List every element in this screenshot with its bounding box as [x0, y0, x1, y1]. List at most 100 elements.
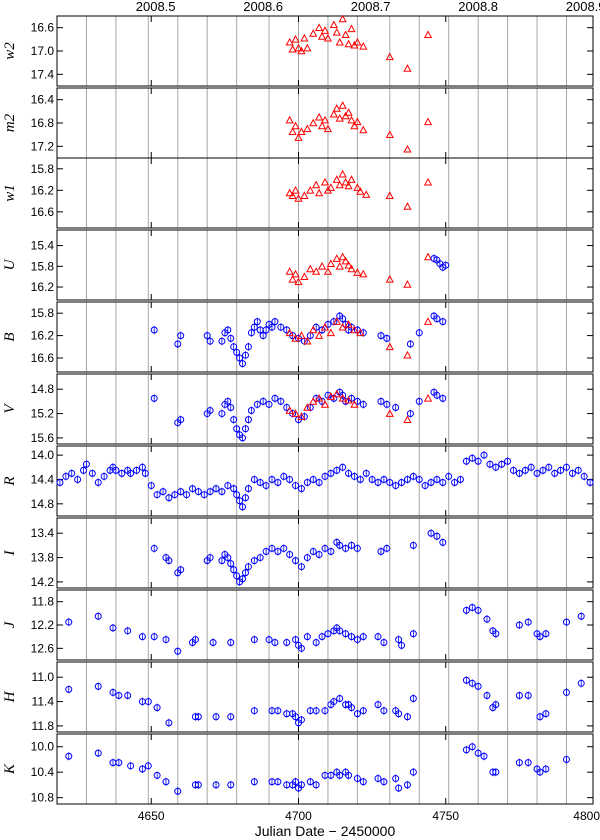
point-m2-triangle-23 — [423, 117, 433, 126]
point-R-circle-42 — [274, 479, 282, 487]
band-label-V: V — [2, 403, 18, 414]
point-w1-triangle-2 — [291, 185, 300, 194]
point-H-circle-35 — [395, 710, 403, 718]
point-U-triangle-15 — [347, 264, 356, 273]
point-J-circle-11 — [227, 639, 235, 646]
ytick-label-w2-0: 16.6 — [31, 21, 55, 35]
point-J-circle-31 — [380, 639, 388, 646]
point-J-circle-37 — [474, 606, 482, 614]
point-K-circle-32 — [374, 775, 382, 783]
point-H-circle-32 — [374, 701, 382, 709]
point-R-circle-26 — [194, 488, 202, 496]
point-w2-triangle-2 — [291, 34, 300, 43]
point-R-circle-95 — [586, 479, 594, 487]
point-B-circle-35 — [339, 315, 347, 323]
point-H-circle-12 — [227, 713, 235, 721]
point-K-circle-41 — [480, 752, 488, 760]
point-w1-triangle-0 — [285, 188, 294, 197]
point-J-circle-4 — [138, 633, 146, 641]
point-R-circle-45 — [292, 482, 300, 490]
point-B-circle-42 — [383, 334, 391, 342]
point-V-triangle-3 — [303, 403, 312, 411]
point-m2-triangle-14 — [338, 101, 347, 109]
point-I-circle-21 — [274, 547, 282, 555]
point-R-circle-53 — [339, 463, 347, 471]
ytick-label-J-2: 12.6 — [31, 641, 55, 655]
point-I-circle-17 — [250, 557, 258, 565]
point-U-triangle-5 — [306, 264, 315, 273]
point-J-circle-25 — [336, 627, 344, 635]
point-K-circle-36 — [403, 781, 411, 789]
point-H-circle-33 — [380, 707, 388, 715]
point-I-circle-41 — [439, 538, 447, 546]
point-R-circle-20 — [159, 488, 167, 496]
point-V-circle-17 — [259, 397, 267, 405]
point-B-circle-16 — [250, 323, 258, 331]
point-R-circle-21 — [165, 494, 173, 502]
point-R-circle-32 — [230, 485, 238, 493]
point-I-circle-14 — [239, 575, 247, 583]
top-tick-label-3: 2008.8 — [458, 0, 498, 14]
point-m2-triangle-9 — [320, 115, 330, 124]
band-label-w2: w2 — [2, 42, 18, 60]
ytick-label-J-1: 12.2 — [31, 618, 55, 632]
point-V-triangle-5 — [314, 393, 324, 402]
point-J-circle-1 — [94, 612, 102, 620]
point-m2-triangle-5 — [303, 124, 312, 133]
point-B-circle-22 — [268, 323, 276, 331]
point-w2-triangle-0 — [285, 37, 294, 46]
point-K-circle-39 — [468, 743, 476, 751]
ytick-label-V-2: 15.6 — [31, 431, 55, 445]
point-B-circle-5 — [218, 337, 226, 345]
point-J-circle-19 — [303, 633, 311, 641]
point-m2-triangle-18 — [350, 121, 359, 130]
point-K-circle-33 — [380, 778, 388, 786]
point-H-circle-4 — [124, 691, 132, 699]
ytick-label-m2-1: 16.8 — [31, 116, 55, 130]
point-w1-triangle-11 — [332, 175, 341, 183]
point-V-triangle-0 — [285, 406, 294, 414]
point-K-circle-30 — [353, 775, 361, 783]
point-m2-triangle-20 — [359, 125, 368, 134]
point-J-circle-21 — [318, 633, 326, 641]
point-K-circle-19 — [292, 778, 300, 786]
ytick-label-H-0: 11.0 — [32, 670, 55, 684]
point-H-circle-36 — [403, 713, 411, 721]
point-R-circle-41 — [268, 475, 276, 483]
point-I-circle-9 — [224, 554, 232, 562]
point-w2-triangle-20 — [353, 37, 362, 46]
point-B-triangle-5 — [314, 331, 324, 339]
point-R-circle-23 — [177, 488, 185, 496]
point-R-circle-33 — [233, 491, 241, 499]
point-w2-triangle-17 — [344, 39, 353, 48]
ytick-label-R-1: 14.4 — [31, 472, 55, 486]
point-H-circle-7 — [153, 704, 161, 712]
point-R-circle-5 — [82, 460, 90, 468]
point-R-circle-83 — [515, 469, 523, 477]
point-J-circle-16 — [292, 636, 300, 644]
point-I-circle-36 — [377, 547, 385, 555]
point-B-circle-3 — [203, 332, 211, 340]
point-J-circle-40 — [492, 630, 500, 638]
point-V-circle-14 — [244, 416, 252, 424]
point-R-circle-17 — [141, 469, 149, 477]
ytick-label-m2-0: 16.4 — [31, 93, 55, 107]
point-J-circle-34 — [409, 630, 417, 638]
point-B-circle-41 — [377, 332, 385, 340]
point-H-circle-11 — [212, 713, 220, 721]
point-U-triangle-4 — [300, 272, 309, 280]
point-m2-triangle-8 — [317, 121, 327, 130]
point-R-circle-50 — [321, 472, 329, 480]
point-H-circle-39 — [468, 679, 476, 687]
point-H-circle-44 — [515, 691, 523, 699]
point-U-triangle-11 — [335, 261, 344, 270]
point-K-circle-34 — [392, 775, 400, 783]
point-H-circle-3 — [115, 691, 123, 699]
point-H-circle-25 — [330, 698, 338, 706]
point-R-circle-37 — [244, 485, 252, 493]
point-R-circle-82 — [509, 466, 517, 474]
point-H-circle-48 — [562, 688, 570, 696]
point-U-triangle-13 — [341, 256, 350, 265]
point-B-triangle-13 — [385, 342, 394, 351]
panel-frame-R — [56, 445, 594, 517]
